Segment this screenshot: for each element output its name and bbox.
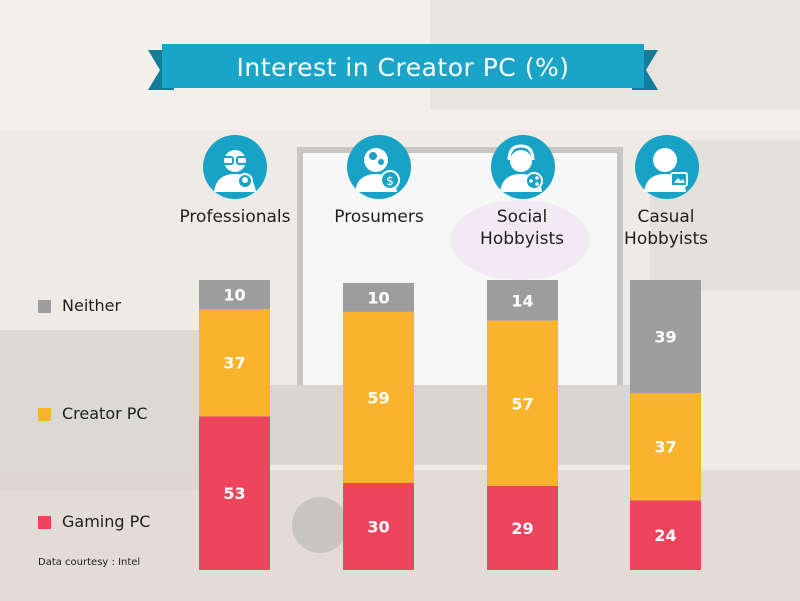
category-label-prosumers: Prosumers — [304, 206, 454, 228]
data-label: 10 — [367, 288, 389, 307]
category-label-line: Hobbyists — [624, 229, 708, 249]
title-banner — [148, 44, 658, 90]
category-label-social-hobbyists: Social Hobbyists — [447, 206, 597, 250]
bar-segment-neither-casual-hobbyists — [630, 280, 701, 394]
legend-label-neither: Neither — [62, 296, 122, 315]
legend-swatch-neither — [38, 300, 51, 313]
data-label: 37 — [223, 354, 245, 373]
professional-avatar-icon — [203, 135, 267, 199]
source-separator: : — [108, 557, 119, 568]
social-hobbyist-avatar-icon — [491, 135, 555, 199]
bar-segment-gaming-pc-professionals — [199, 416, 270, 570]
data-source-note: Data courtesy : Intel — [38, 557, 140, 568]
bar-segment-neither-social-hobbyists — [487, 280, 558, 321]
bar-segment-gaming-pc-social-hobbyists — [487, 485, 558, 570]
data-label: 59 — [367, 388, 389, 407]
category-label-line: Social — [496, 207, 548, 227]
data-label: 14 — [511, 291, 533, 310]
bar-segment-gaming-pc-casual-hobbyists — [630, 500, 701, 570]
data-label: 37 — [654, 438, 676, 457]
data-label: 39 — [654, 328, 676, 347]
data-label: 10 — [223, 286, 245, 305]
banner-body — [162, 44, 644, 88]
category-label-line: Casual — [637, 207, 695, 227]
bar-segment-creator-pc-professionals — [199, 309, 270, 417]
casual-hobbyist-avatar-icon — [635, 135, 699, 199]
data-label: 57 — [511, 394, 533, 413]
svg-text:$: $ — [386, 174, 394, 188]
bar-segment-gaming-pc-prosumers — [343, 483, 414, 570]
bar-segment-neither-professionals — [199, 280, 270, 309]
source-value: Intel — [118, 557, 141, 568]
category-label-line: Professionals — [179, 207, 291, 227]
data-label: 53 — [223, 484, 245, 503]
legend-label-creator-pc: Creator PC — [62, 404, 148, 423]
prosumer-avatar-icon: $ — [347, 135, 411, 199]
chart-title: Interest in Creator PC (%) — [236, 53, 570, 82]
legend-label-gaming-pc: Gaming PC — [62, 512, 151, 531]
category-label-line: Prosumers — [334, 207, 424, 227]
bar-segment-creator-pc-social-hobbyists — [487, 320, 558, 486]
data-label: 30 — [367, 518, 389, 537]
category-label-casual-hobbyists: Casual Hobbyists — [591, 206, 741, 250]
legend-swatch-creator-pc — [38, 408, 51, 421]
category-label-line: Hobbyists — [480, 229, 564, 249]
data-label: 24 — [654, 526, 676, 545]
bar-segment-creator-pc-prosumers — [343, 311, 414, 483]
legend-swatch-gaming-pc — [38, 516, 51, 529]
category-label-professionals: Professionals — [160, 206, 310, 228]
bar-segment-creator-pc-casual-hobbyists — [630, 393, 701, 501]
bar-segment-neither-prosumers — [343, 282, 414, 312]
source-label: Data courtesy — [38, 557, 109, 568]
data-label: 29 — [511, 519, 533, 538]
